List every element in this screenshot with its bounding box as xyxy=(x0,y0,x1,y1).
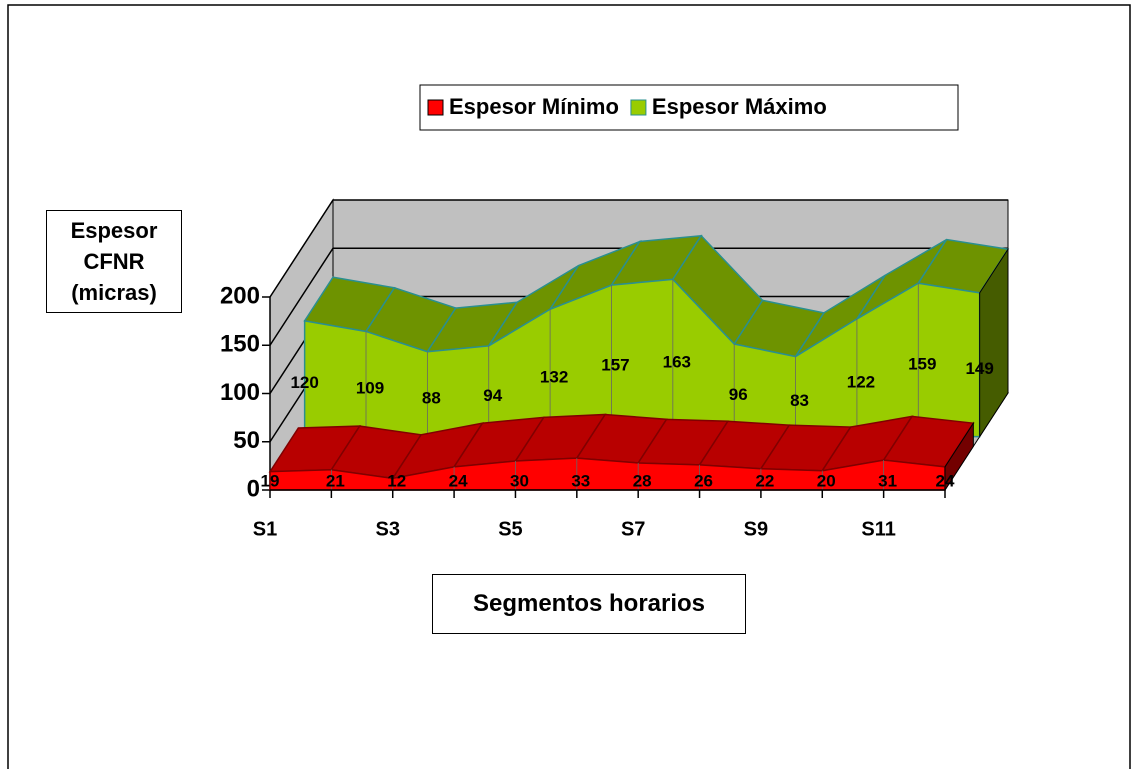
y-tick-label: 0 xyxy=(247,475,260,502)
legend-label: Espesor Máximo xyxy=(652,94,827,119)
data-label: 22 xyxy=(755,471,774,490)
x-tick-label: S9 xyxy=(744,518,768,540)
data-label: 30 xyxy=(510,471,529,490)
data-label: 109 xyxy=(356,379,384,398)
y-tick-label: 50 xyxy=(233,427,260,454)
area-end xyxy=(944,421,974,492)
x-axis-title: Segmentos horarios xyxy=(432,574,746,634)
data-label: 96 xyxy=(729,385,748,404)
data-label: 120 xyxy=(290,373,318,392)
data-label: 31 xyxy=(878,471,897,490)
data-label: 24 xyxy=(936,471,955,490)
data-label: 83 xyxy=(790,391,809,410)
data-label: 88 xyxy=(422,389,441,408)
data-label: 149 xyxy=(965,359,993,378)
legend-swatch xyxy=(427,99,444,116)
data-label: 28 xyxy=(633,471,652,490)
y-axis-title: Espesor CFNR (micras) xyxy=(46,210,182,313)
y-tick-label: 150 xyxy=(220,331,260,358)
x-tick-label: S7 xyxy=(621,518,645,540)
y-tick-label: 200 xyxy=(220,282,260,309)
x-tick-label: S3 xyxy=(375,518,399,540)
legend-box xyxy=(419,84,959,131)
x-tick-label: S5 xyxy=(498,518,522,540)
data-label: 20 xyxy=(817,471,836,490)
data-label: 26 xyxy=(694,471,713,490)
area-end xyxy=(979,247,1009,439)
y-tick-label: 100 xyxy=(220,379,260,406)
x-tick-label: S1 xyxy=(253,518,277,540)
data-label: 19 xyxy=(261,471,280,490)
data-label: 33 xyxy=(571,471,590,490)
data-label: 122 xyxy=(847,372,875,391)
grid-line xyxy=(269,247,1008,346)
data-label: 94 xyxy=(483,386,502,405)
data-label: 157 xyxy=(601,355,629,374)
chart-frame xyxy=(7,4,1131,769)
data-label: 21 xyxy=(326,471,345,490)
grid-line xyxy=(269,199,1008,298)
data-label: 132 xyxy=(540,367,568,386)
data-label: 163 xyxy=(663,352,691,371)
data-label: 12 xyxy=(387,471,406,490)
data-label: 159 xyxy=(908,354,936,373)
data-label: 24 xyxy=(449,471,468,490)
x-tick-label: S11 xyxy=(861,518,895,540)
legend-label: Espesor Mínimo xyxy=(449,94,619,119)
legend-swatch xyxy=(630,99,647,116)
